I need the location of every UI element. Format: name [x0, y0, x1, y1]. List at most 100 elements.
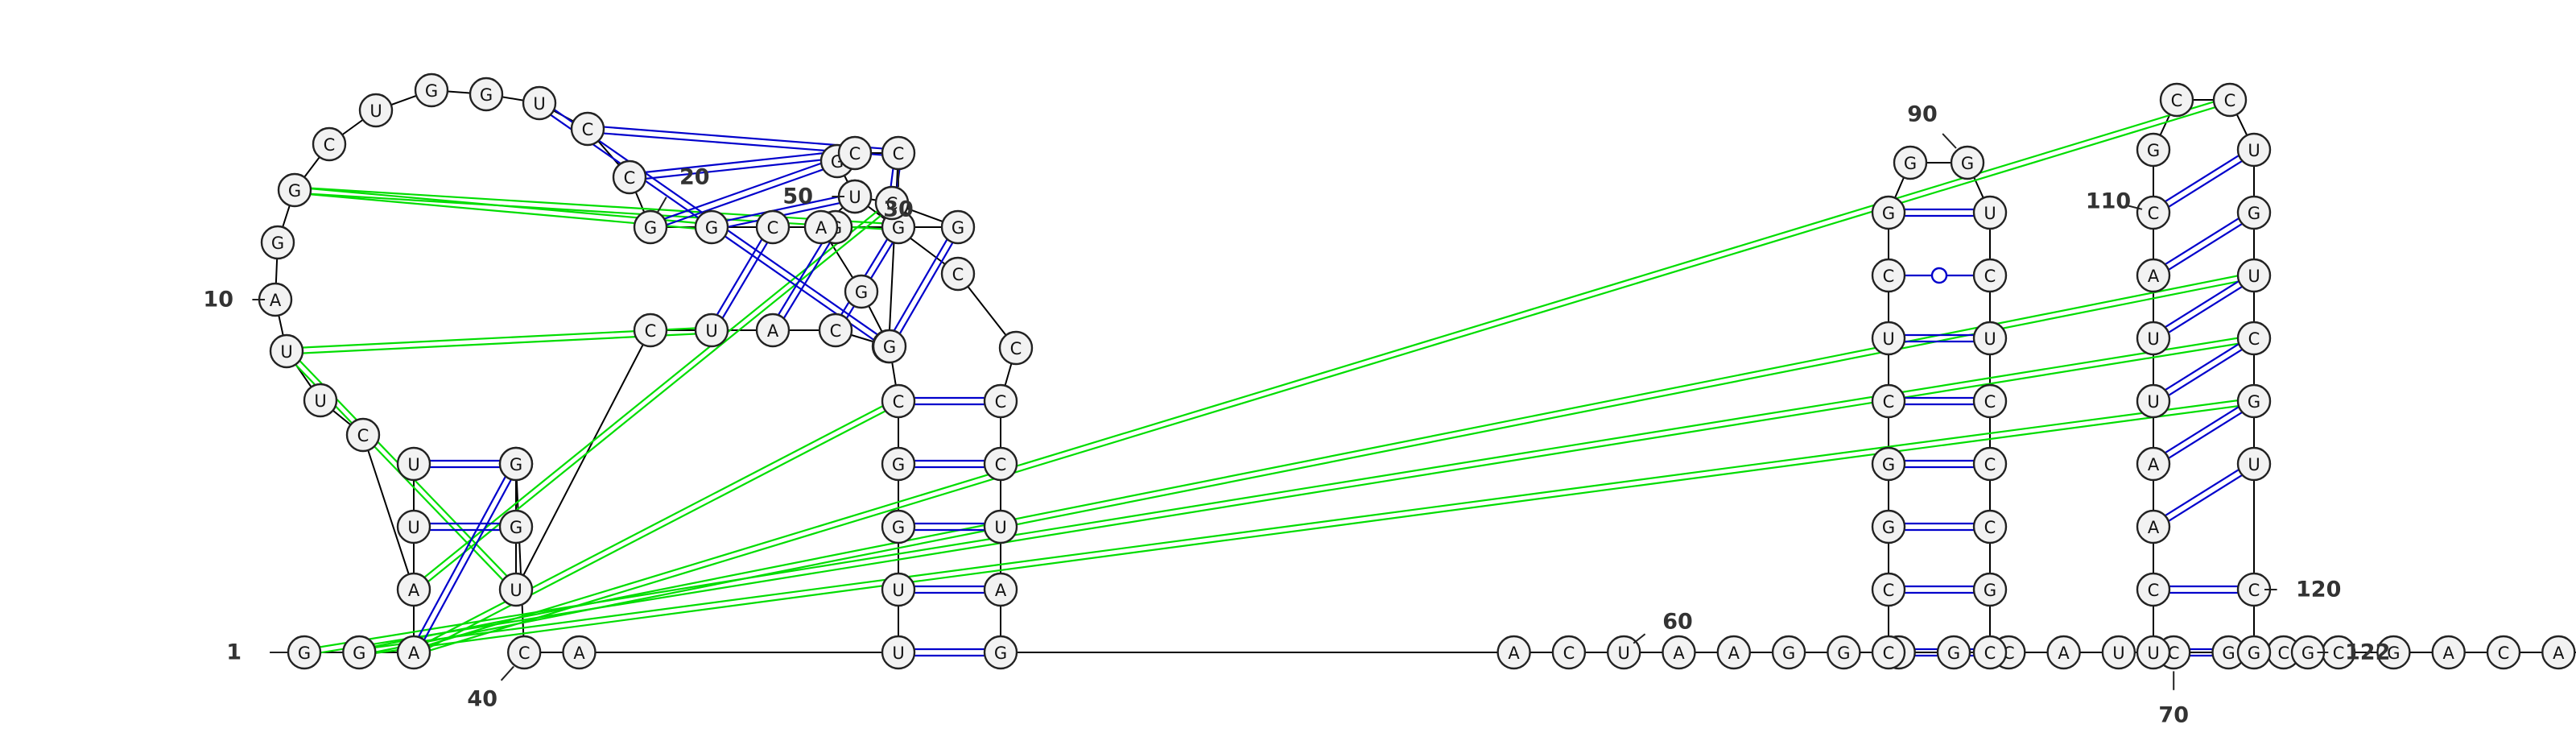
nucleotide-76: C	[2486, 635, 2521, 670]
nucleotide-89: G	[1893, 145, 1928, 180]
svg-text:U: U	[510, 581, 522, 600]
svg-text:G: G	[2147, 141, 2160, 160]
nucleotide-10: A	[258, 282, 293, 317]
svg-text:A: A	[2058, 644, 2070, 663]
svg-text:C: C	[995, 455, 1007, 474]
nucleotide-52: C	[998, 330, 1034, 366]
nucleotide-44: G	[881, 509, 916, 544]
svg-text:G: G	[883, 337, 896, 357]
nucleotide-98: C	[1972, 635, 2008, 670]
svg-text:C: C	[518, 644, 530, 663]
canonical-pair	[423, 478, 512, 640]
svg-text:U: U	[1984, 204, 1996, 223]
nucleotide-22: C	[755, 209, 791, 245]
position-label-60: 60	[1662, 610, 1693, 635]
nucleotide-75: A	[2431, 635, 2466, 670]
nucleotide-51: C	[940, 256, 976, 292]
svg-text:U: U	[2147, 644, 2159, 663]
position-label-30: 30	[883, 197, 914, 222]
nucleotide-116: U	[2236, 258, 2272, 293]
svg-text:U: U	[369, 101, 382, 121]
nucleotide-35: C	[633, 313, 668, 348]
canonical-pair	[2165, 217, 2240, 265]
svg-text:G: G	[892, 518, 905, 537]
nucleotide-112: C	[2159, 82, 2194, 118]
nucleotide-103: U	[2136, 635, 2171, 670]
svg-text:A: A	[2148, 455, 2160, 474]
nucleotide-37: G	[498, 509, 534, 544]
backbone-link	[362, 434, 415, 590]
svg-text:G: G	[892, 218, 905, 238]
svg-text:A: A	[2148, 518, 2160, 537]
nucleotide-54: C	[983, 446, 1018, 482]
canonical-pair	[2165, 406, 2240, 453]
svg-text:G: G	[644, 218, 657, 238]
svg-text:U: U	[1984, 329, 1996, 349]
label-tick	[657, 197, 667, 213]
svg-text:G: G	[510, 455, 522, 474]
pseudoknot-interaction	[294, 192, 898, 231]
nucleotide-41: A	[562, 635, 597, 670]
canonical-pair	[2165, 469, 2240, 516]
nucleotide-42: U	[881, 635, 916, 670]
nucleotide-82: C	[1871, 572, 1906, 607]
nucleotide-15: G	[414, 72, 449, 108]
position-label-40: 40	[467, 687, 497, 712]
nucleotide-86: U	[1871, 321, 1906, 356]
pseudoknot-layer	[283, 96, 2255, 656]
svg-text:U: U	[1618, 644, 1630, 663]
svg-text:A: A	[2553, 644, 2565, 663]
canonical-pair	[782, 242, 831, 319]
nucleotide-13: C	[312, 126, 347, 162]
nucleotide-96: C	[1972, 509, 2008, 544]
svg-text:U: U	[2248, 141, 2260, 160]
svg-text:C: C	[2248, 329, 2260, 349]
svg-text:C: C	[952, 265, 964, 284]
nucleotide-36: U	[498, 572, 534, 607]
svg-text:A: A	[1673, 644, 1685, 663]
position-label-120: 120	[2296, 577, 2341, 602]
svg-text:C: C	[830, 321, 842, 341]
pseudoknot-interaction	[295, 186, 899, 226]
svg-text:U: U	[705, 321, 717, 341]
position-label-122: 122	[2345, 640, 2390, 665]
svg-text:G: G	[353, 644, 365, 663]
canonical-pair	[716, 238, 763, 316]
svg-text:G: G	[1961, 154, 1974, 173]
nucleotide-26: C	[874, 185, 910, 221]
nucleotide-18: C	[570, 111, 605, 147]
nucleotide-97: G	[1972, 572, 2008, 607]
svg-text:G: G	[1904, 154, 1917, 173]
nucleotide-94: C	[1972, 383, 2008, 419]
svg-text:C: C	[767, 218, 779, 238]
svg-text:G: G	[1882, 518, 1895, 537]
nucleotide-49: A	[803, 209, 839, 245]
nucleotide-46: C	[881, 383, 916, 419]
canonical-pair	[721, 242, 769, 319]
svg-text:U: U	[994, 518, 1006, 537]
nucleotide-115: G	[2236, 195, 2272, 230]
nucleotide-105: A	[2136, 509, 2171, 544]
svg-text:G: G	[1882, 455, 1895, 474]
svg-text:C: C	[1984, 392, 1996, 412]
svg-text:C: C	[1984, 644, 1996, 663]
canonical-pair	[2165, 280, 2240, 328]
nucleotide-69: U	[2101, 635, 2136, 670]
nucleotide-111: G	[2136, 132, 2171, 168]
canonical-pair	[2168, 412, 2243, 459]
svg-text:C: C	[893, 392, 905, 412]
svg-text:U: U	[1882, 329, 1894, 349]
nucleotide-93: U	[1972, 321, 2008, 356]
nucleotide-61: A	[1662, 635, 1696, 670]
canonical-pair	[2165, 343, 2240, 391]
svg-text:C: C	[1883, 644, 1895, 663]
nucleotide-118: G	[2236, 383, 2272, 419]
svg-text:U: U	[2112, 644, 2124, 663]
pseudoknot-interaction	[415, 204, 894, 593]
svg-text:G: G	[1837, 644, 1850, 663]
svg-text:G: G	[1882, 204, 1895, 223]
nucleotide-56: A	[983, 572, 1018, 607]
nucleotide-63: G	[1771, 635, 1806, 670]
nucleotide-81: C	[1871, 635, 1906, 670]
